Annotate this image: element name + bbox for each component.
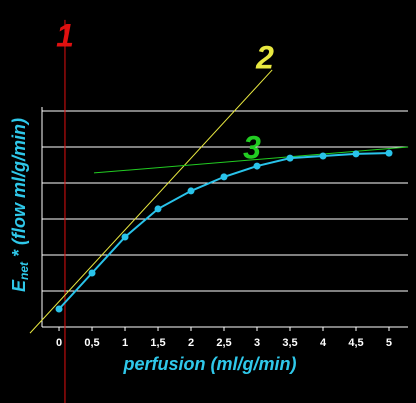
x-tick-label: 0,5: [84, 337, 99, 349]
y-label-sub: net: [17, 261, 31, 280]
x-tick-label: 3,5: [282, 337, 297, 349]
point: [88, 269, 96, 277]
x-tick-label: 3: [254, 337, 260, 349]
annotation-label: 3: [243, 129, 261, 165]
x-tick-label: 4,5: [348, 337, 363, 349]
point: [55, 305, 63, 313]
y-label-rest: * (flow ml/g/min): [9, 118, 29, 262]
y-axis-label: Enet * (flow ml/g/min): [9, 118, 31, 292]
x-tick-label: 0: [56, 337, 62, 349]
x-axis-label: perfusion (ml/g/min): [123, 354, 297, 374]
annotation-label: 2: [255, 39, 274, 75]
point: [352, 150, 360, 158]
y-label-main: E: [9, 279, 29, 292]
x-tick-label: 1,5: [150, 337, 165, 349]
x-tick-label: 5: [386, 337, 392, 349]
annotation-line: [29, 69, 273, 334]
point: [121, 233, 129, 241]
point: [385, 149, 393, 157]
point: [319, 152, 327, 160]
point: [286, 154, 294, 162]
point: [253, 162, 261, 170]
annotation-label: 1: [56, 17, 74, 53]
x-tick-label: 2: [188, 337, 194, 349]
point: [220, 173, 228, 181]
point: [154, 205, 162, 213]
point: [187, 187, 195, 195]
x-tick-label: 4: [320, 337, 327, 349]
x-tick-label: 2,5: [216, 337, 231, 349]
x-tick-label: 1: [122, 337, 128, 349]
